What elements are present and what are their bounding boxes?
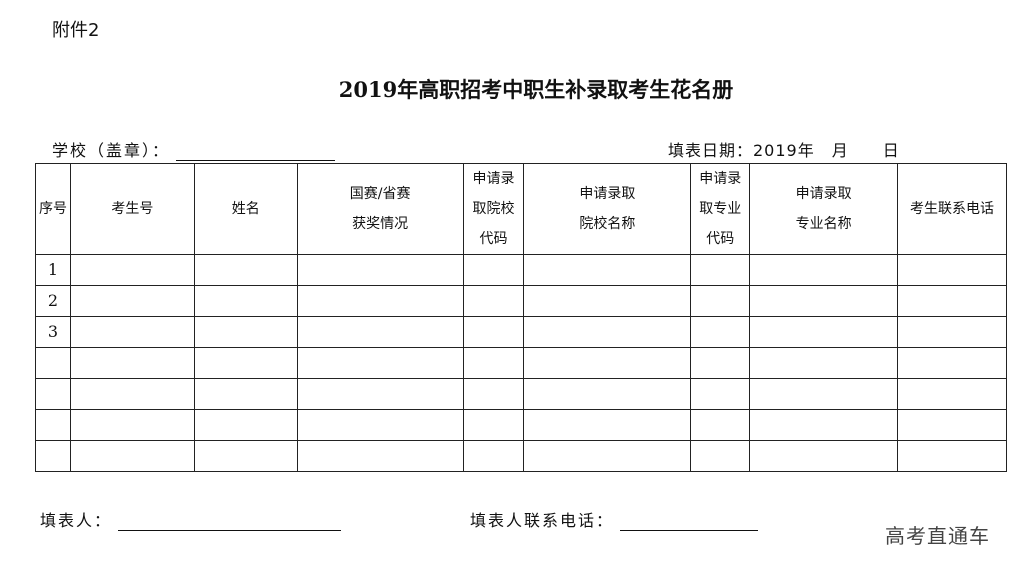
table-cell — [749, 378, 899, 410]
table-cell — [690, 254, 751, 286]
school-label: 学校（盖章）： — [52, 141, 171, 160]
table-cell — [749, 347, 899, 379]
table-cell — [749, 440, 899, 472]
table-cell — [193, 254, 298, 286]
row-number-cell — [35, 409, 71, 441]
table-cell — [69, 285, 195, 317]
table-cell — [462, 409, 525, 441]
page-title: 2019年高职招考中职生补录取考生花名册 — [338, 77, 734, 102]
table-cell — [897, 254, 1007, 286]
table-cell — [523, 440, 692, 472]
table-row — [35, 440, 1007, 472]
row-number-cell — [35, 378, 71, 410]
table-cell — [749, 409, 899, 441]
table-cell — [69, 316, 195, 348]
table-cell — [296, 316, 464, 348]
table-cell — [690, 347, 751, 379]
table-cell — [749, 316, 899, 348]
column-header: 考生联系电话 — [897, 163, 1007, 255]
table-cell — [523, 254, 692, 286]
school-field: 学校（盖章）： — [52, 137, 336, 161]
row-number-cell: 1 — [35, 254, 71, 286]
column-header: 申请录 取院校 代码 — [462, 163, 525, 255]
table-cell — [897, 409, 1007, 441]
filler-phone-field: 填表人联系电话： — [470, 507, 759, 531]
watermark: 高考直通车 — [885, 524, 990, 548]
table-cell — [523, 378, 692, 410]
table-row — [35, 378, 1007, 410]
table-cell — [523, 316, 692, 348]
table-cell — [523, 285, 692, 317]
row-number-cell — [35, 440, 71, 472]
row-number-cell: 3 — [35, 316, 71, 348]
table-cell — [193, 440, 298, 472]
table-row: 3 — [35, 316, 1007, 348]
filler-blank-line — [118, 512, 342, 531]
table-cell — [296, 285, 464, 317]
table-cell — [749, 254, 899, 286]
column-header: 序号 — [35, 163, 71, 255]
table-cell — [897, 316, 1007, 348]
column-header: 申请录取 院校名称 — [523, 163, 692, 255]
table-cell — [296, 440, 464, 472]
table-cell — [69, 440, 195, 472]
column-header: 申请录 取专业 代码 — [690, 163, 751, 255]
table-cell — [523, 409, 692, 441]
table-cell — [462, 254, 525, 286]
table-row — [35, 347, 1007, 379]
table-cell — [193, 347, 298, 379]
table-cell — [690, 316, 751, 348]
row-number-cell — [35, 347, 71, 379]
table-cell — [462, 378, 525, 410]
table-cell — [69, 347, 195, 379]
table-cell — [749, 285, 899, 317]
school-blank-line — [176, 142, 336, 161]
table-cell — [193, 316, 298, 348]
table-cell — [523, 347, 692, 379]
column-header: 国赛/省赛 获奖情况 — [296, 163, 464, 255]
filler-phone-blank-line — [620, 512, 759, 531]
filler-label: 填表人： — [40, 511, 113, 530]
table-cell — [897, 285, 1007, 317]
table-cell — [193, 378, 298, 410]
table-cell — [462, 316, 525, 348]
table-cell — [193, 285, 298, 317]
table-row — [35, 409, 1007, 441]
table-cell — [897, 378, 1007, 410]
column-header: 申请录取 专业名称 — [749, 163, 899, 255]
table-cell — [690, 378, 751, 410]
table-cell — [897, 347, 1007, 379]
column-header: 考生号 — [69, 163, 195, 255]
table-cell — [69, 409, 195, 441]
table-row: 1 — [35, 254, 1007, 286]
table-cell — [69, 254, 195, 286]
table-cell — [69, 378, 195, 410]
row-number-cell: 2 — [35, 285, 71, 317]
filler-phone-label: 填表人联系电话： — [470, 511, 615, 530]
table-cell — [296, 347, 464, 379]
table-row: 2 — [35, 285, 1007, 317]
roster-table: 序号 考生号 姓名 国赛/省赛 获奖情况 申请录 取院校 代码 申请录取 院校名称 申请录 … — [35, 163, 1007, 472]
table-cell — [296, 409, 464, 441]
column-header: 姓名 — [193, 163, 298, 255]
table-cell — [462, 285, 525, 317]
attachment-label: 附件2 — [52, 20, 100, 41]
filler-field: 填表人： — [40, 507, 342, 531]
table-cell — [193, 409, 298, 441]
table-cell — [897, 440, 1007, 472]
date-label: 填表日期：2019年 月 日 — [668, 141, 900, 160]
table-cell — [462, 347, 525, 379]
table-cell — [462, 440, 525, 472]
table-cell — [690, 440, 751, 472]
table-cell — [690, 285, 751, 317]
table-cell — [296, 254, 464, 286]
table-cell — [690, 409, 751, 441]
table-cell — [296, 378, 464, 410]
